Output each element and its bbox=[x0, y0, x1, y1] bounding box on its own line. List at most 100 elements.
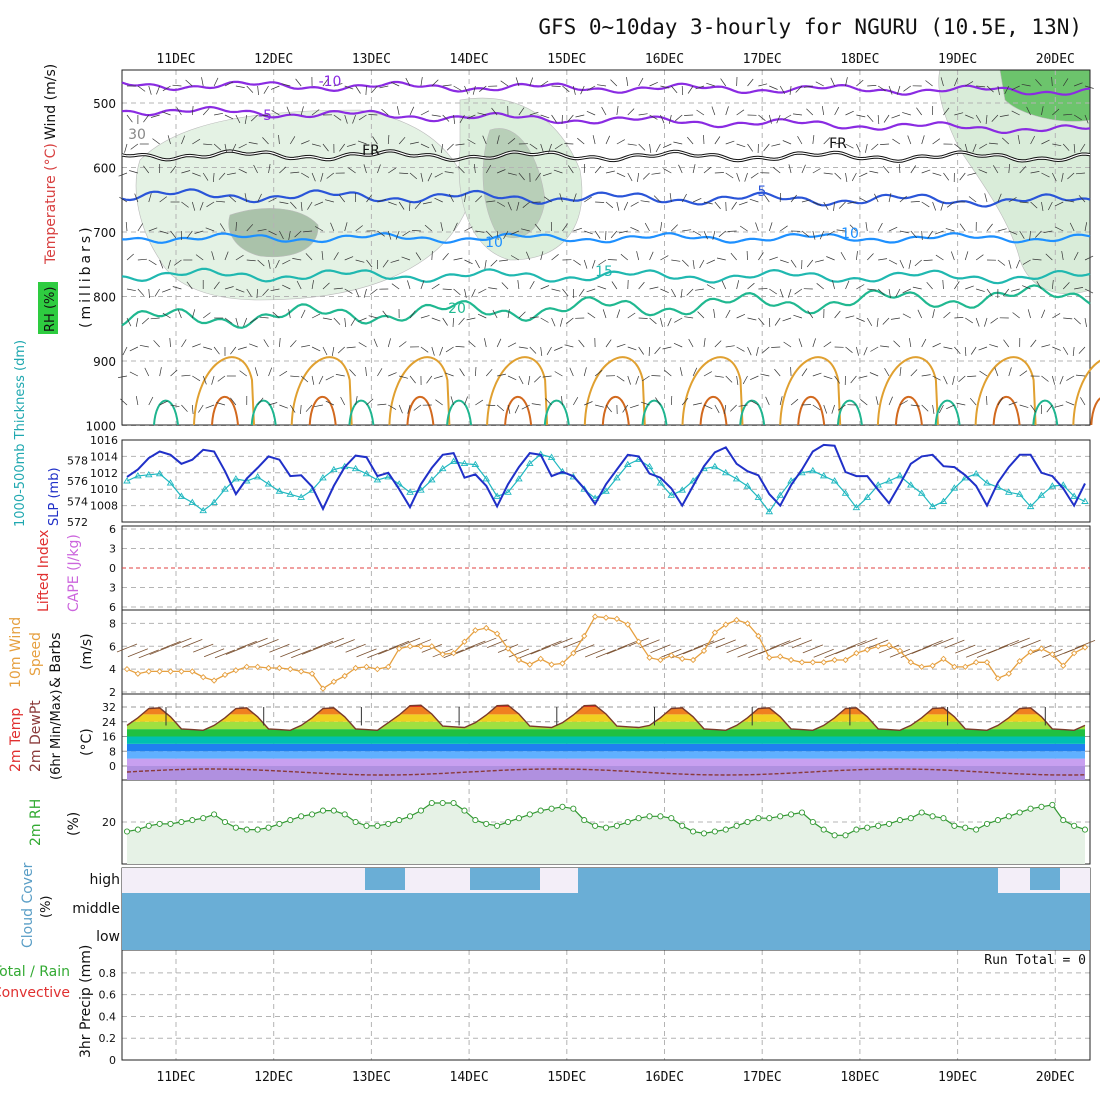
wind-barb bbox=[159, 259, 164, 269]
wind-barb bbox=[586, 288, 596, 293]
surface-wind-barb bbox=[193, 643, 214, 653]
wind-barb bbox=[228, 195, 237, 203]
wind-speed-point bbox=[276, 664, 283, 672]
wind-barb bbox=[744, 172, 748, 182]
wind-barb bbox=[484, 338, 487, 348]
wind-barb bbox=[246, 224, 254, 232]
wind-barb bbox=[518, 311, 526, 319]
wind-barb bbox=[1059, 375, 1064, 385]
wind-barb bbox=[1073, 251, 1079, 261]
wind-barb bbox=[335, 374, 345, 377]
contour-label: FR bbox=[362, 143, 380, 159]
rh-point bbox=[123, 828, 131, 835]
wind-speed-point bbox=[918, 663, 925, 670]
wind-barb bbox=[219, 223, 226, 232]
wind-barb bbox=[244, 193, 248, 203]
wind-barb bbox=[727, 230, 737, 232]
wind-barb bbox=[1001, 137, 1010, 145]
contour-loop-red bbox=[699, 395, 728, 426]
wind-barb bbox=[426, 375, 433, 384]
wind-label: Wind (m/s) bbox=[43, 64, 59, 140]
wind-barb bbox=[819, 230, 825, 240]
wind-barb bbox=[605, 201, 614, 209]
rh-point bbox=[940, 815, 947, 822]
thickness-point bbox=[210, 498, 218, 505]
wind-barb bbox=[144, 367, 150, 377]
wind-barb bbox=[896, 85, 901, 95]
wind-barb bbox=[917, 309, 923, 319]
wind-barb bbox=[199, 201, 204, 211]
wind-barb bbox=[1004, 85, 1010, 95]
wind-barb bbox=[159, 400, 168, 406]
wind-barb bbox=[1030, 201, 1038, 209]
stability-tick-label: 0 bbox=[109, 562, 116, 575]
wind-barb bbox=[747, 282, 755, 290]
wind-barb bbox=[440, 143, 444, 153]
thickness-point bbox=[330, 465, 338, 473]
wind-barb bbox=[254, 367, 258, 377]
wind-barb bbox=[377, 368, 383, 377]
wind10-tick-label: 2 bbox=[109, 686, 116, 699]
wind-barb bbox=[975, 254, 984, 261]
rh-point bbox=[276, 820, 283, 827]
contour-loop-orange bbox=[876, 356, 939, 426]
wind-barb bbox=[1047, 201, 1053, 211]
wind-barb bbox=[491, 107, 498, 116]
wind-barb bbox=[311, 313, 321, 319]
wind-barb bbox=[837, 404, 846, 411]
wind-barb bbox=[899, 195, 907, 203]
surface-wind-barb bbox=[563, 639, 584, 649]
wind-barb bbox=[769, 256, 778, 261]
wind-barb bbox=[300, 106, 304, 116]
wind-barb bbox=[507, 375, 517, 381]
wind-barb bbox=[409, 141, 419, 145]
wind-barb bbox=[1008, 259, 1012, 269]
wind-barb bbox=[388, 404, 397, 410]
wind-barb bbox=[814, 259, 824, 263]
wind-barb bbox=[501, 282, 509, 290]
wind-barb bbox=[888, 193, 892, 203]
wind10-panel-labels: 10m Wind Speed & Barbs (m/s) bbox=[8, 617, 95, 688]
wind-barb bbox=[262, 137, 269, 145]
wind-barb bbox=[152, 138, 160, 145]
wind-barb bbox=[673, 141, 683, 145]
wind-barb bbox=[882, 165, 890, 174]
wind-barb bbox=[340, 396, 346, 406]
wind-barb bbox=[925, 80, 933, 87]
surface-wind-barb bbox=[737, 648, 758, 658]
wind-barb bbox=[660, 255, 669, 261]
thickness-point bbox=[362, 469, 371, 477]
wind-barb bbox=[692, 164, 696, 174]
wind-barb bbox=[681, 193, 687, 203]
thickness-point bbox=[221, 485, 229, 492]
surface-wind-barb bbox=[214, 649, 236, 659]
thickness-point bbox=[896, 472, 904, 479]
wind-speed-point bbox=[363, 663, 370, 670]
wind-barb bbox=[713, 309, 716, 319]
wind-barb bbox=[976, 288, 985, 292]
wind-barb bbox=[1061, 172, 1064, 182]
wind-barb bbox=[932, 138, 941, 145]
wind-barb bbox=[815, 81, 824, 87]
wind-barb bbox=[779, 288, 784, 298]
surface-wind-barb bbox=[301, 646, 323, 655]
wind-barb bbox=[578, 339, 585, 348]
wind-barb bbox=[402, 230, 411, 237]
rh-point bbox=[602, 824, 610, 831]
wind-barb bbox=[1084, 317, 1087, 327]
wind-barb bbox=[213, 77, 219, 87]
wind-barb bbox=[224, 114, 234, 120]
surface-wind-barb bbox=[171, 637, 192, 647]
wind-barb bbox=[952, 375, 955, 385]
wind-speed-point bbox=[396, 645, 403, 652]
wind-barb bbox=[355, 85, 361, 94]
wind-barb bbox=[867, 85, 877, 87]
contour-loop-green bbox=[446, 399, 473, 426]
wind10-unit-label: (m/s) bbox=[79, 633, 95, 670]
wind-barb bbox=[355, 259, 365, 263]
temp-band bbox=[127, 766, 1085, 780]
wind-barb bbox=[507, 404, 511, 414]
wind-barb bbox=[129, 170, 138, 174]
wind-barb bbox=[997, 85, 1000, 95]
wind-barb bbox=[703, 230, 708, 240]
